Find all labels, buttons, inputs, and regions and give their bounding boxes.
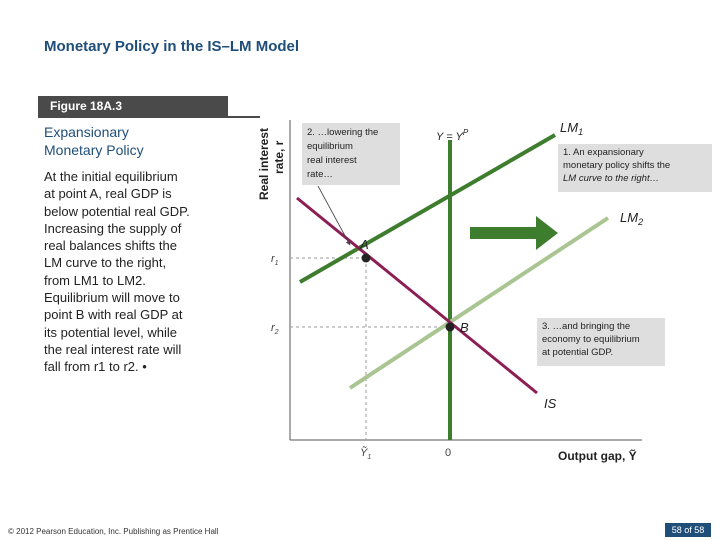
callout-2-text: 2. …lowering the equilibrium real intere… [307,127,381,180]
zero-tick-label: 0 [445,447,451,459]
lm2-curve [348,216,610,390]
explanation-line: Increasing the supply of [44,220,182,236]
figure-label-bar [38,96,228,116]
lm1-label: LM1 [560,120,583,137]
r2-tick-label: r2 [271,322,279,336]
explanation-line: Equilibrium will move to [44,290,180,306]
is-label: IS [544,396,557,411]
callout-2-pointer [317,185,351,246]
explanation-line: real balances shifts the [44,238,177,254]
x-axis-label: Output gap, Ỹ [558,448,637,463]
explanation-line: fall from r1 to r2. • [44,359,147,375]
explanation-line: from LM1 to LM2. [44,272,146,288]
explanation-line: At the initial equilibrium [44,169,178,184]
explanation-line: at point A, real GDP is [44,186,172,202]
explanation-line: the real interest rate will [44,341,182,357]
lm2-label: LM2 [620,210,643,227]
point-b-marker [445,322,455,332]
point-a-marker [361,253,371,263]
explanation-text: At the initial equilibrium at point A, r… [44,168,244,376]
y-axis-label-line-2: rate, r [272,140,286,174]
explanation-line: below potential real GDP. [44,203,190,219]
r1-tick-label: r1 [271,253,279,267]
figure-subtitle-line-1: Expansionary [44,124,129,140]
explanation-line: point B with real GDP at [44,307,183,323]
slide-title: Monetary Policy in the IS–LM Model [44,38,300,55]
figure-label-rule [38,116,260,118]
page-number-badge: 58 of 58 [665,523,711,537]
y-axis-label-line-1: Real interest [257,128,271,200]
y1-tick-label: Ỹ1 [360,446,371,461]
callout-1-text: 1. An expansionary monetary policy shift… [563,147,673,184]
explanation-line: its potential level, while [44,324,177,340]
copyright-footer: © 2012 Pearson Education, Inc. Publishin… [8,527,219,536]
callout-1-box [558,144,712,192]
callout-2-box [302,123,400,185]
shift-arrow [470,216,558,250]
point-b-label: B [460,320,469,335]
explanation-line: LM curve to the right, [44,255,167,271]
figure-subtitle: Expansionary Monetary Policy [44,123,234,159]
is-curve [296,196,538,395]
point-a-label: A [359,237,369,252]
figure-subtitle-line-2: Monetary Policy [44,142,144,158]
potential-gdp-label: Y = YP [436,128,469,143]
lm1-curve [299,133,556,284]
callout-3-text: 3. …and bringing the economy to equilibr… [542,321,642,358]
figure-label: Figure 18A.3 [50,99,123,113]
callout-3-box [537,318,665,366]
